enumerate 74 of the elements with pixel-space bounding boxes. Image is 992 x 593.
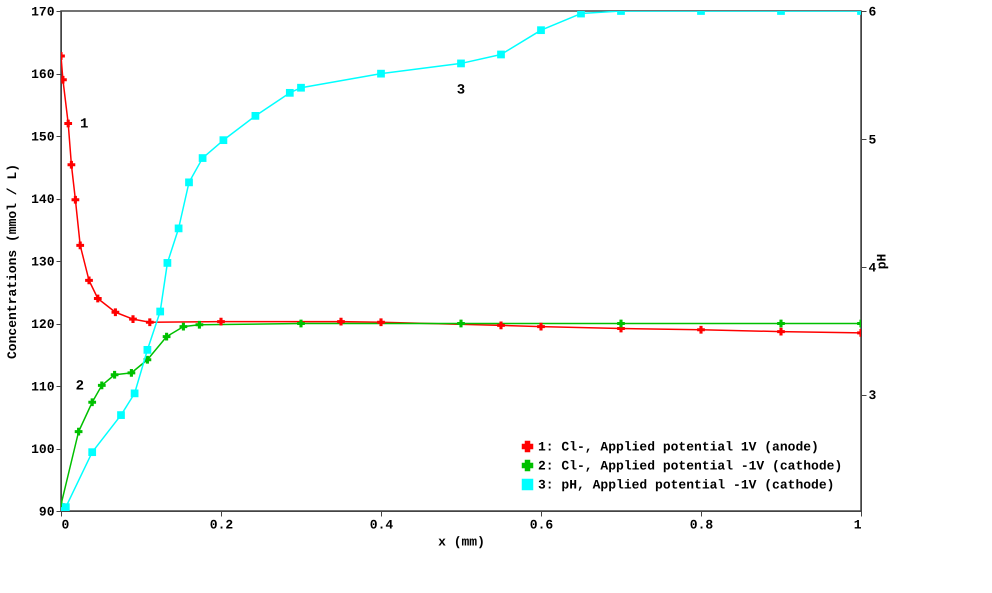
point bbox=[112, 308, 120, 316]
point bbox=[297, 320, 305, 328]
point bbox=[497, 322, 505, 330]
point bbox=[377, 318, 385, 326]
point bbox=[62, 503, 70, 511]
annotation: 2 bbox=[76, 378, 84, 394]
annotation: 1 bbox=[80, 116, 88, 132]
y-tick-label: 100 bbox=[31, 442, 55, 457]
y-tick-label: 90 bbox=[38, 504, 55, 520]
legend-label: 1: Cl-, Applied potential 1V (anode) bbox=[538, 440, 819, 454]
x-tick-label: 0.6 bbox=[530, 518, 554, 532]
point bbox=[337, 318, 345, 326]
y2-tick-label: 6 bbox=[868, 4, 876, 20]
x-tick-label: 1 bbox=[854, 518, 862, 532]
y-tick-label: 140 bbox=[31, 192, 55, 207]
point bbox=[286, 88, 294, 97]
point bbox=[72, 196, 80, 204]
y-tick-label: 160 bbox=[31, 67, 55, 82]
point bbox=[68, 160, 76, 169]
y-tick-label: 110 bbox=[31, 380, 55, 394]
point bbox=[88, 398, 96, 406]
point bbox=[377, 70, 385, 78]
point bbox=[777, 320, 785, 328]
point bbox=[180, 322, 188, 330]
point bbox=[537, 26, 545, 34]
point bbox=[457, 60, 465, 68]
point bbox=[130, 389, 138, 398]
y2-tick-label: 4 bbox=[868, 260, 876, 276]
point bbox=[146, 318, 154, 326]
point bbox=[617, 320, 625, 328]
legend-label: 3: pH, Applied potential -1V (cathode) bbox=[538, 478, 834, 492]
y2-tick-label: 5 bbox=[868, 132, 876, 148]
point bbox=[777, 328, 785, 336]
y2-tick-label: 3 bbox=[868, 388, 876, 404]
point bbox=[164, 259, 172, 267]
point bbox=[497, 50, 505, 58]
point bbox=[220, 136, 228, 144]
point bbox=[198, 154, 206, 162]
point bbox=[457, 320, 465, 328]
point bbox=[98, 382, 106, 390]
point bbox=[85, 276, 93, 284]
y-tick-label: 170 bbox=[31, 4, 55, 20]
point bbox=[74, 428, 82, 436]
x-axis-title: x (mm) bbox=[438, 534, 485, 550]
point bbox=[697, 326, 705, 334]
point bbox=[64, 120, 72, 128]
x-tick-label: 0.4 bbox=[370, 518, 394, 532]
x-tick-label: 0.8 bbox=[690, 518, 714, 532]
point bbox=[196, 320, 204, 329]
point bbox=[94, 294, 102, 302]
point bbox=[252, 112, 260, 120]
y-axis-title: Concentrations (mmol / L) bbox=[5, 164, 20, 360]
point bbox=[76, 242, 84, 250]
point bbox=[162, 332, 170, 340]
x-tick-label: 0.2 bbox=[210, 518, 234, 532]
point bbox=[144, 346, 152, 354]
point bbox=[156, 308, 164, 316]
point bbox=[297, 84, 305, 92]
point bbox=[537, 322, 545, 330]
x-tick-label: 0 bbox=[62, 518, 70, 532]
y-tick-label: 130 bbox=[31, 254, 55, 270]
point bbox=[110, 370, 118, 379]
legend-label: 2: Cl-, Applied potential -1V (cathode) bbox=[538, 458, 842, 474]
y-tick-label: 120 bbox=[31, 317, 55, 332]
y-tick-label: 150 bbox=[31, 130, 55, 144]
point bbox=[577, 11, 585, 18]
point bbox=[88, 448, 96, 456]
point bbox=[174, 224, 182, 232]
point bbox=[185, 178, 193, 186]
point bbox=[117, 411, 125, 419]
point bbox=[217, 318, 225, 326]
point bbox=[129, 315, 137, 323]
annotation: 3 bbox=[456, 82, 466, 98]
point bbox=[128, 369, 136, 377]
